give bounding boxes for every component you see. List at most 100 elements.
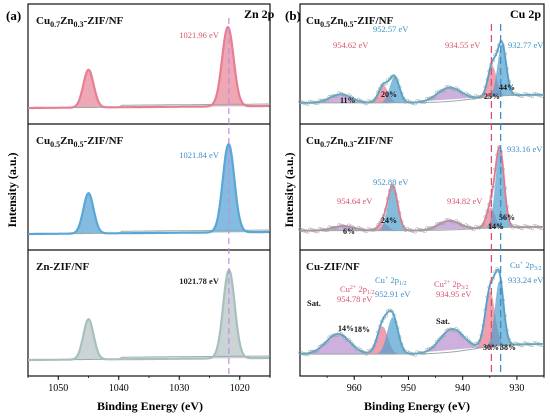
cu-data-point: [362, 351, 367, 355]
x-tick-label-a: 1050: [48, 383, 68, 394]
cu-data-point: [522, 91, 527, 96]
cu-annotation: 952.57 eV: [373, 24, 409, 34]
cu-data-point: [483, 215, 488, 219]
zn-peak-fill: [58, 193, 119, 234]
cu-peak-fill: [474, 65, 510, 99]
cu-data-point: [512, 341, 517, 346]
cu-annotation: 18%: [354, 325, 370, 334]
cu-data-point: [423, 229, 427, 233]
cu-data-point: [327, 335, 332, 340]
cu-species-label: Cu+ 2p3/2: [510, 260, 542, 272]
cu-data-point: [382, 316, 386, 320]
cu-data-point: [464, 335, 468, 340]
cu-data-point: [477, 95, 482, 99]
cu-data-point: [438, 89, 443, 94]
cu-data-point: [337, 91, 341, 96]
cu-data-point: [471, 227, 476, 232]
cu-data-point: [512, 223, 517, 228]
cu-annotation: 30%: [483, 343, 499, 352]
cu-data-point: [319, 227, 324, 232]
zn-peak-label: 1021.78 eV: [179, 276, 220, 286]
cu-data-point: [446, 218, 451, 223]
cu-data-point: [481, 323, 486, 328]
cu-data-point: [534, 341, 539, 346]
cu-data-point: [514, 224, 519, 229]
cu-data-point: [333, 225, 337, 230]
cu-annotation: 56%: [499, 213, 515, 222]
cu-data-point: [501, 298, 505, 302]
cu-annotation: 14%: [488, 222, 504, 231]
cu-annotation: 24%: [381, 216, 397, 225]
cu-data-point: [405, 98, 410, 103]
x-tick-label-a: 1020: [230, 383, 250, 394]
cu-data-point: [307, 349, 312, 354]
cu-data-point: [401, 225, 406, 229]
cu-data-point: [430, 95, 435, 100]
cu-data-point: [366, 349, 371, 354]
cu-data-point: [341, 224, 345, 228]
cu-data-point: [376, 222, 380, 227]
label-part: -ZIF/NF: [84, 135, 124, 147]
zn-spectrum-3: Zn-ZIF/NF 1021.78 eV: [28, 261, 270, 362]
cu-data-point: [399, 342, 404, 347]
cu-annotation: 934.55 eV: [445, 40, 481, 50]
cu-data-point: [446, 327, 451, 332]
cu-data-point: [405, 349, 410, 354]
cu-data-point: [473, 341, 478, 346]
cu-data-point: [505, 204, 509, 209]
species-sup: +: [385, 276, 389, 282]
cu-data-point: [493, 270, 498, 274]
y-axis-label-b: Intensity (a.u.): [282, 152, 296, 227]
cu-data-point: [423, 100, 427, 104]
cu-data-point: [319, 98, 324, 103]
cu-peak-fill: [300, 226, 387, 231]
cu-data-point: [393, 192, 398, 196]
cu-data-point: [385, 309, 390, 313]
cu-data-point: [343, 93, 347, 98]
cu-species-label: Cu2+ 2p3/2: [434, 279, 469, 291]
cu-data-point: [446, 85, 451, 89]
cu-data-point: [419, 351, 423, 355]
label-part: 0.5: [74, 140, 84, 149]
cu-data-point: [391, 74, 396, 78]
cu-data-point: [417, 227, 421, 232]
cu-data-point: [352, 226, 357, 231]
label-part: 0.7: [50, 20, 60, 29]
cu-data-point: [485, 295, 490, 299]
cu-baseline: [300, 94, 544, 104]
cu-data-point: [540, 343, 544, 348]
cu-data-point: [508, 88, 513, 92]
zn-peak-fill: [58, 69, 119, 108]
cu-data-point: [512, 91, 517, 96]
cu-data-point: [302, 228, 306, 233]
cu-data-point: [411, 101, 416, 105]
cu-data-point: [493, 53, 498, 57]
cu-data-point: [368, 99, 373, 104]
cu-data-point: [440, 88, 445, 93]
cu-data-point: [436, 222, 441, 226]
cu-data-point: [393, 320, 398, 324]
cu-data-point: [309, 100, 314, 104]
cu-data-point: [319, 343, 324, 348]
cu-data-point: [532, 341, 537, 345]
cu-data-point: [534, 92, 539, 97]
species-sub: 1/2: [367, 290, 375, 296]
label-part: Cu: [306, 135, 320, 147]
cu-species-label: Cu+ 2p1/2: [375, 275, 407, 287]
cu-data-point: [425, 226, 429, 230]
cu-data-point: [378, 324, 382, 329]
cu-data-point: [354, 227, 359, 232]
cu-annotation: 11%: [340, 96, 356, 105]
cu-data-point: [466, 93, 470, 97]
cu-data-point: [487, 285, 492, 290]
species-main: Cu: [434, 279, 445, 289]
cu-data-point: [516, 342, 521, 347]
cu-data-point: [298, 350, 302, 355]
cu-data-point: [384, 81, 388, 86]
cu-data-point: [333, 333, 337, 337]
cu-data-point: [421, 100, 425, 104]
cu-data-point: [464, 223, 468, 228]
cu-data-point: [397, 334, 402, 339]
x-tick-label-a: 1030: [169, 383, 189, 394]
cu-baseline: [300, 343, 544, 355]
